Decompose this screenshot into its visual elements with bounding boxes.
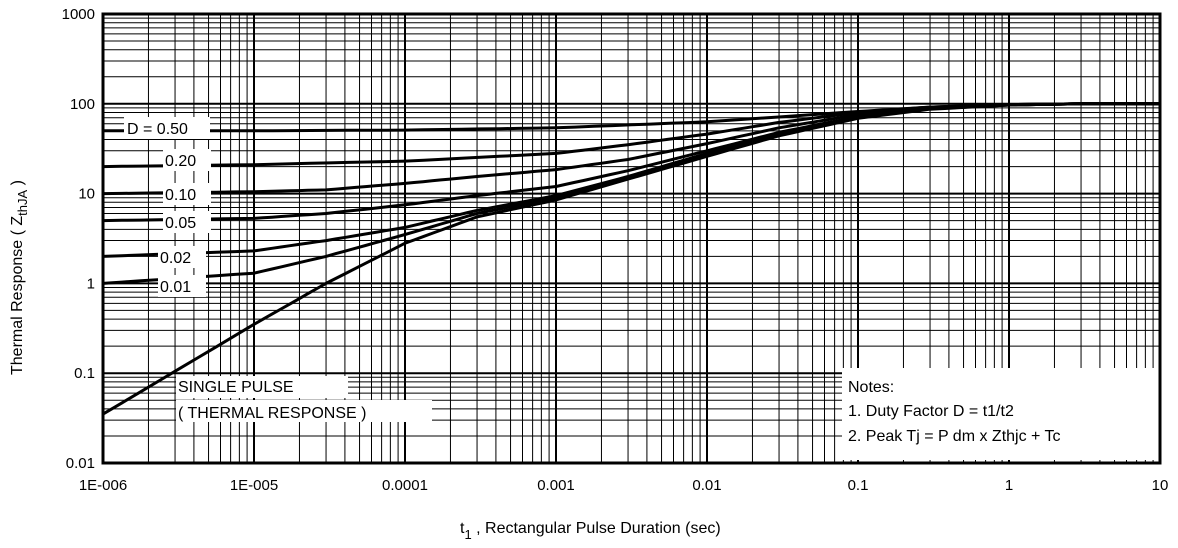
x-axis-title-rest: , Rectangular Pulse Duration (sec) <box>472 520 721 537</box>
notes-line-2: 2. Peak Tj = P dm x Zthjc + Tc <box>848 428 1061 445</box>
x-tick-label-4: 0.01 <box>692 477 721 494</box>
y-tick-label-0: 1000 <box>62 6 95 23</box>
x-tick-label-0: 1E-006 <box>79 477 127 494</box>
series-line-1 <box>102 102 1160 169</box>
label-bg-d002 <box>158 246 206 268</box>
series-curves <box>102 102 1160 416</box>
notes-line-1: 1. Duty Factor D = t1/t2 <box>848 403 1014 420</box>
series-line-4 <box>102 102 1160 258</box>
y-tick-label-2: 10 <box>78 186 95 203</box>
label-bg-single-1 <box>176 376 348 398</box>
y-tick-label-4: 0.1 <box>74 365 95 382</box>
x-axis-title-main: t <box>460 520 465 537</box>
x-tick-label-6: 1 <box>1005 477 1013 494</box>
label-bg-d010 <box>163 183 211 205</box>
x-axis-title: t1 , Rectangular Pulse Duration (sec) <box>460 520 721 542</box>
label-bg-d001 <box>158 275 206 297</box>
tick-labels: 1E-006 1E-005 0.0001 0.001 0.01 0.1 1 101000100… <box>62 6 1169 494</box>
notes-bg <box>842 368 1160 460</box>
label-d002: 0.02 <box>160 250 191 267</box>
series-line-6 <box>102 102 1160 416</box>
y-axis-title-rest: ) <box>9 180 26 190</box>
plot-frame <box>101 12 1162 465</box>
y-axis-title: Thermal Response ( ZthJA ) <box>9 180 30 375</box>
label-d001: 0.01 <box>160 279 191 296</box>
label-d010: 0.10 <box>165 187 196 204</box>
label-single-pulse: SINGLE PULSE <box>178 379 294 396</box>
x-tick-label-5: 0.1 <box>848 477 869 494</box>
label-d050: D = 0.50 <box>127 121 188 138</box>
x-tick-label-3: 0.001 <box>537 477 575 494</box>
x-tick-label-1: 1E-005 <box>230 477 278 494</box>
label-bg-d050 <box>124 117 210 139</box>
x-axis-title-sub: 1 <box>464 527 471 542</box>
y-axis-title-sub: thJA <box>15 189 30 215</box>
x-tick-label-7: 10 <box>1152 477 1169 494</box>
x-tick-label-2: 0.0001 <box>382 477 428 494</box>
y-tick-label-5: 0.01 <box>66 455 95 472</box>
label-bg-single-2 <box>176 400 432 422</box>
label-thermal-response: ( THERMAL RESPONSE ) <box>178 405 366 422</box>
y-tick-label-3: 1 <box>87 275 95 292</box>
y-tick-label-1: 100 <box>70 96 95 113</box>
notes-heading: Notes: <box>848 379 894 396</box>
label-d005: 0.05 <box>165 215 196 232</box>
curve-labels: D = 0.50 0.20 0.10 0.05 0.02 0.01 SINGLE… <box>124 117 432 422</box>
label-bg-d005 <box>163 211 211 233</box>
label-d020: 0.20 <box>165 153 196 170</box>
series-line-3 <box>102 102 1160 223</box>
notes-box: Notes: 1. Duty Factor D = t1/t2 2. Peak … <box>842 368 1160 460</box>
label-bg-d020 <box>163 149 211 171</box>
y-axis-title-main: Thermal Response ( Z <box>9 216 26 375</box>
